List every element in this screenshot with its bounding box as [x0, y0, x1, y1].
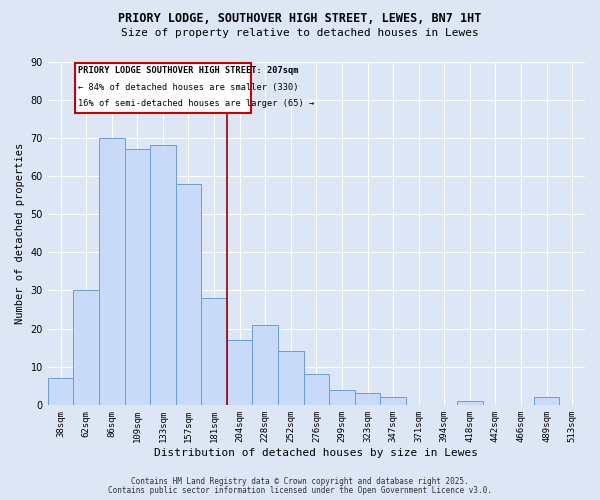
Bar — [201, 298, 227, 405]
Text: PRIORY LODGE SOUTHOVER HIGH STREET: 207sqm: PRIORY LODGE SOUTHOVER HIGH STREET: 207s… — [79, 66, 299, 76]
Bar — [380, 397, 406, 405]
Bar — [176, 184, 201, 405]
Bar — [125, 149, 150, 405]
Bar — [73, 290, 99, 405]
Bar — [227, 340, 253, 405]
Bar — [253, 324, 278, 405]
Bar — [304, 374, 329, 405]
Bar — [457, 401, 482, 405]
Text: ← 84% of detached houses are smaller (330): ← 84% of detached houses are smaller (33… — [79, 83, 299, 92]
Text: Size of property relative to detached houses in Lewes: Size of property relative to detached ho… — [121, 28, 479, 38]
Text: Contains public sector information licensed under the Open Government Licence v3: Contains public sector information licen… — [108, 486, 492, 495]
Bar — [355, 394, 380, 405]
Bar — [329, 390, 355, 405]
X-axis label: Distribution of detached houses by size in Lewes: Distribution of detached houses by size … — [154, 448, 478, 458]
Bar — [48, 378, 73, 405]
Bar — [99, 138, 125, 405]
Text: 16% of semi-detached houses are larger (65) →: 16% of semi-detached houses are larger (… — [79, 100, 315, 108]
FancyBboxPatch shape — [74, 64, 251, 113]
Bar — [278, 352, 304, 405]
Bar — [150, 146, 176, 405]
Text: PRIORY LODGE, SOUTHOVER HIGH STREET, LEWES, BN7 1HT: PRIORY LODGE, SOUTHOVER HIGH STREET, LEW… — [118, 12, 482, 26]
Text: Contains HM Land Registry data © Crown copyright and database right 2025.: Contains HM Land Registry data © Crown c… — [131, 477, 469, 486]
Y-axis label: Number of detached properties: Number of detached properties — [15, 142, 25, 324]
Bar — [534, 397, 559, 405]
